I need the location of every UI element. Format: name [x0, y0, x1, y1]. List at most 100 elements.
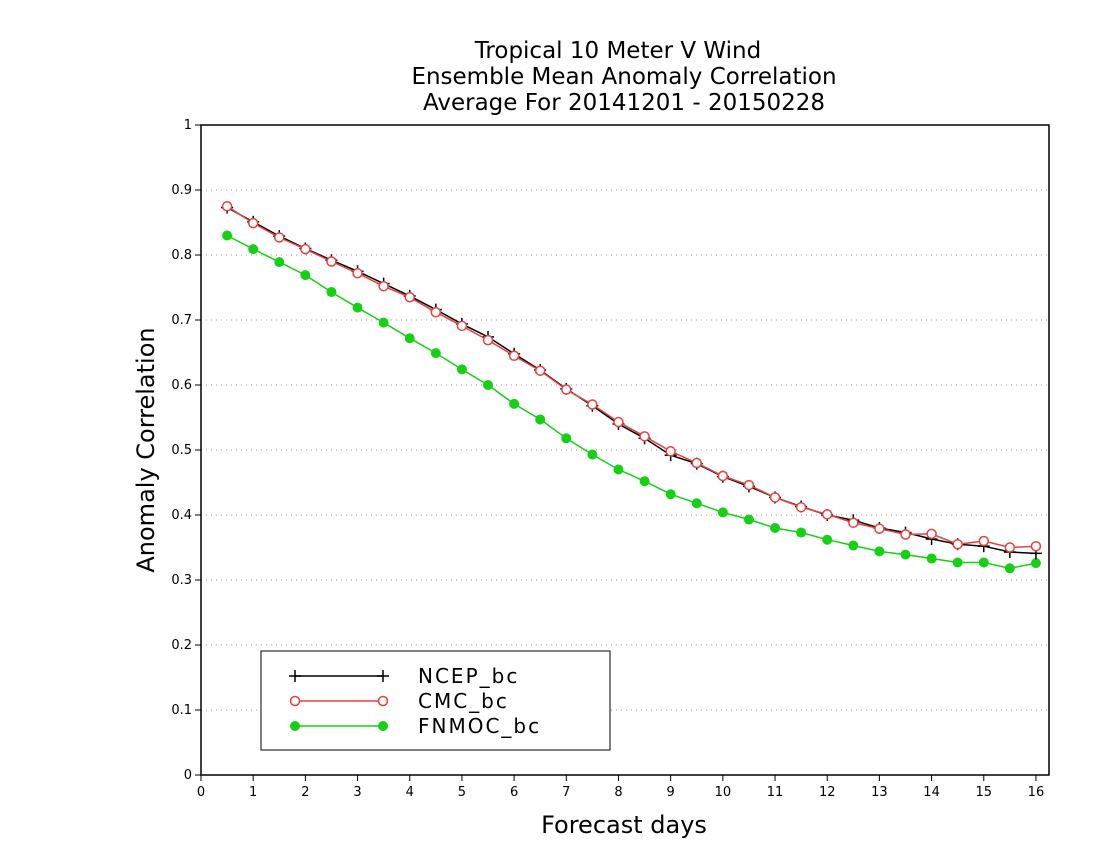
data-point-fnmoc-bc	[535, 414, 546, 425]
data-point-cmc-bc	[482, 334, 494, 346]
data-point-fnmoc-bc	[378, 317, 389, 328]
data-point-fnmoc-bc	[665, 489, 676, 500]
data-point-fnmoc-bc	[1004, 563, 1015, 574]
data-point-fnmoc-bc	[222, 230, 233, 241]
x-tick-label: 4	[406, 785, 414, 800]
legend-marker	[377, 695, 389, 707]
y-tick-label: 0.2	[171, 638, 192, 653]
chart-title-line-2: Ensemble Mean Anomaly Correlation	[411, 64, 836, 90]
data-point-fnmoc-bc	[848, 540, 859, 551]
y-tick-label: 0.4	[171, 508, 192, 523]
x-tick-label: 13	[871, 785, 888, 800]
data-point-cmc-bc	[978, 535, 990, 547]
data-point-cmc-bc	[821, 509, 833, 520]
data-point-cmc-bc	[561, 384, 572, 395]
data-point-cmc-bc	[1030, 540, 1042, 552]
series-fnmoc-bc	[222, 230, 1041, 574]
data-point-cmc-bc	[404, 292, 415, 303]
data-point-fnmoc-bc	[561, 433, 572, 444]
x-tick-label: 10	[715, 785, 732, 800]
x-tick-label: 8	[614, 785, 622, 800]
legend-item-cmc-bc: CMC_bc	[289, 689, 507, 713]
x-tick-label: 14	[923, 785, 940, 800]
data-point-cmc-bc	[352, 267, 363, 279]
x-tick-label: 2	[301, 785, 309, 800]
legend-marker	[289, 670, 301, 682]
data-point-fnmoc-bc	[978, 557, 989, 568]
x-tick-label: 9	[667, 785, 675, 800]
series-line-fnmoc-bc	[226, 234, 1037, 570]
data-point-fnmoc-bc	[874, 546, 885, 557]
data-point-cmc-bc	[378, 280, 389, 292]
data-point-cmc-bc	[274, 232, 285, 243]
data-point-fnmoc-bc	[926, 553, 937, 564]
x-tick-label: 11	[767, 785, 784, 800]
y-tick-label: 1	[184, 118, 192, 133]
legend-marker	[289, 695, 301, 707]
y-tick-label: 0.6	[171, 378, 192, 393]
data-point-cmc-bc	[1004, 542, 1016, 553]
data-point-fnmoc-bc	[900, 549, 911, 560]
x-tick-label: 7	[562, 785, 570, 800]
y-axis-label: Anomaly Correlation	[132, 327, 160, 572]
data-point-cmc-bc	[221, 201, 233, 212]
y-tick-label: 0.7	[171, 313, 192, 328]
x-tick-label: 12	[819, 785, 836, 800]
data-point-fnmoc-bc	[326, 287, 337, 298]
data-point-fnmoc-bc	[404, 333, 415, 344]
x-tick-label: 6	[510, 785, 518, 800]
chart-title-line-1: Tropical 10 Meter V Wind	[474, 38, 761, 64]
data-point-cmc-bc	[926, 528, 937, 540]
data-point-fnmoc-bc	[509, 398, 520, 409]
data-point-fnmoc-bc	[300, 270, 311, 281]
data-point-cmc-bc	[717, 470, 729, 482]
data-point-fnmoc-bc	[691, 498, 702, 509]
data-point-cmc-bc	[300, 243, 311, 255]
data-series	[221, 201, 1042, 574]
y-tick-label: 0	[184, 768, 192, 783]
chart-title-line-3: Average For 20141201 - 20150228	[423, 90, 825, 116]
data-point-cmc-bc	[769, 492, 781, 503]
legend-label: FNMOC_bc	[418, 714, 541, 738]
data-point-cmc-bc	[848, 517, 859, 529]
data-point-cmc-bc	[691, 457, 703, 469]
legend-marker	[378, 721, 388, 731]
legend-marker	[290, 721, 300, 731]
data-point-fnmoc-bc	[770, 523, 781, 533]
legend-item-ncep-bc: NCEP_bc	[289, 664, 517, 688]
x-axis-label: Forecast days	[541, 811, 707, 839]
data-point-fnmoc-bc	[1030, 558, 1041, 569]
x-tick-label: 0	[197, 785, 205, 800]
data-point-fnmoc-bc	[717, 507, 728, 518]
y-tick-label: 0.5	[171, 443, 192, 458]
y-tick-label: 0.8	[171, 248, 192, 263]
data-point-fnmoc-bc	[587, 449, 598, 460]
data-point-fnmoc-bc	[248, 244, 259, 255]
data-point-fnmoc-bc	[456, 364, 467, 375]
legend-marker	[377, 670, 389, 682]
x-tick-label: 16	[1028, 785, 1045, 800]
data-point-fnmoc-bc	[796, 527, 807, 538]
data-point-fnmoc-bc	[639, 476, 650, 487]
data-point-fnmoc-bc	[430, 348, 441, 359]
y-tick-label: 0.9	[171, 183, 192, 198]
series-line-cmc-bc	[226, 205, 1037, 549]
data-point-cmc-bc	[613, 416, 624, 428]
data-point-fnmoc-bc	[274, 257, 285, 268]
axis-ticks: 00.10.20.30.40.50.60.70.80.910 1 2 3 4 5 6 7 8 9 1…	[171, 118, 1044, 800]
data-point-cmc-bc	[534, 365, 546, 376]
data-point-cmc-bc	[430, 306, 442, 318]
data-point-cmc-bc	[456, 320, 468, 332]
data-point-cmc-bc	[900, 529, 911, 540]
data-point-fnmoc-bc	[352, 302, 363, 313]
series-line-ncep-bc	[226, 206, 1037, 555]
legend-item-fnmoc-bc: FNMOC_bc	[290, 714, 541, 738]
data-point-fnmoc-bc	[483, 380, 494, 390]
series-cmc-bc	[221, 201, 1042, 553]
y-tick-label: 0.1	[171, 703, 192, 718]
data-point-cmc-bc	[795, 501, 807, 513]
grid-lines	[201, 189, 1049, 711]
data-point-cmc-bc	[665, 446, 676, 457]
